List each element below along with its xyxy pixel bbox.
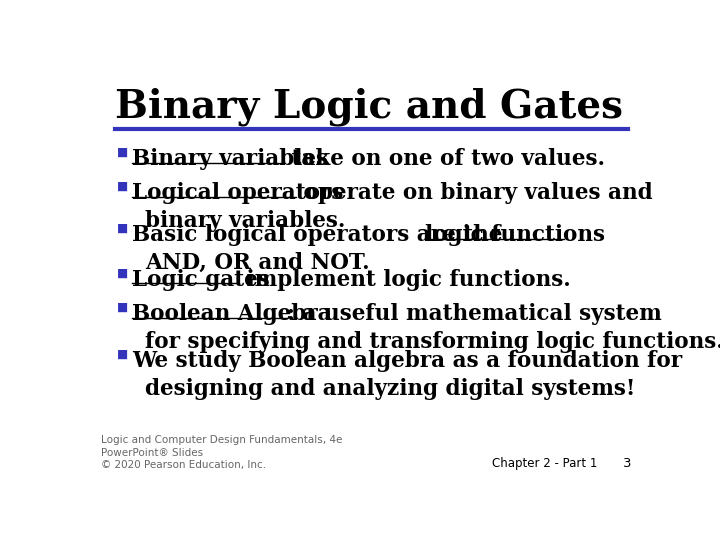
Text: ■: ■ — [117, 146, 128, 159]
Text: ■: ■ — [117, 301, 128, 314]
Text: AND, OR and NOT.: AND, OR and NOT. — [145, 252, 369, 274]
Text: Chapter 2 - Part 1: Chapter 2 - Part 1 — [492, 457, 597, 470]
Text: operate on binary values and: operate on binary values and — [296, 182, 652, 204]
Text: 3: 3 — [623, 457, 631, 470]
Text: : a useful mathematical system: : a useful mathematical system — [287, 302, 661, 325]
Text: Logical operators: Logical operators — [132, 182, 343, 204]
Text: Basic logical operators are the: Basic logical operators are the — [132, 224, 510, 246]
Text: Boolean Algebra: Boolean Algebra — [132, 302, 331, 325]
Text: binary variables.: binary variables. — [145, 211, 345, 232]
Text: ■: ■ — [117, 348, 128, 361]
Text: ■: ■ — [117, 180, 128, 193]
Text: Logic gates: Logic gates — [132, 268, 269, 291]
Text: for specifying and transforming logic functions.: for specifying and transforming logic fu… — [145, 331, 720, 353]
Text: Logic and Computer Design Fundamentals, 4e
PowerPoint® Slides
© 2020 Pearson Edu: Logic and Computer Design Fundamentals, … — [101, 435, 343, 470]
Text: designing and analyzing digital systems!: designing and analyzing digital systems! — [145, 378, 635, 400]
Text: logic functions: logic functions — [425, 224, 605, 246]
Text: Binary variables: Binary variables — [132, 148, 328, 170]
Text: ■: ■ — [117, 221, 128, 234]
Text: ■: ■ — [117, 266, 128, 280]
Text: We study Boolean algebra as a foundation for: We study Boolean algebra as a foundation… — [132, 349, 682, 372]
Text: Binary Logic and Gates: Binary Logic and Gates — [115, 87, 623, 126]
Text: take on one of two values.: take on one of two values. — [284, 148, 605, 170]
Text: implement logic functions.: implement logic functions. — [238, 268, 570, 291]
